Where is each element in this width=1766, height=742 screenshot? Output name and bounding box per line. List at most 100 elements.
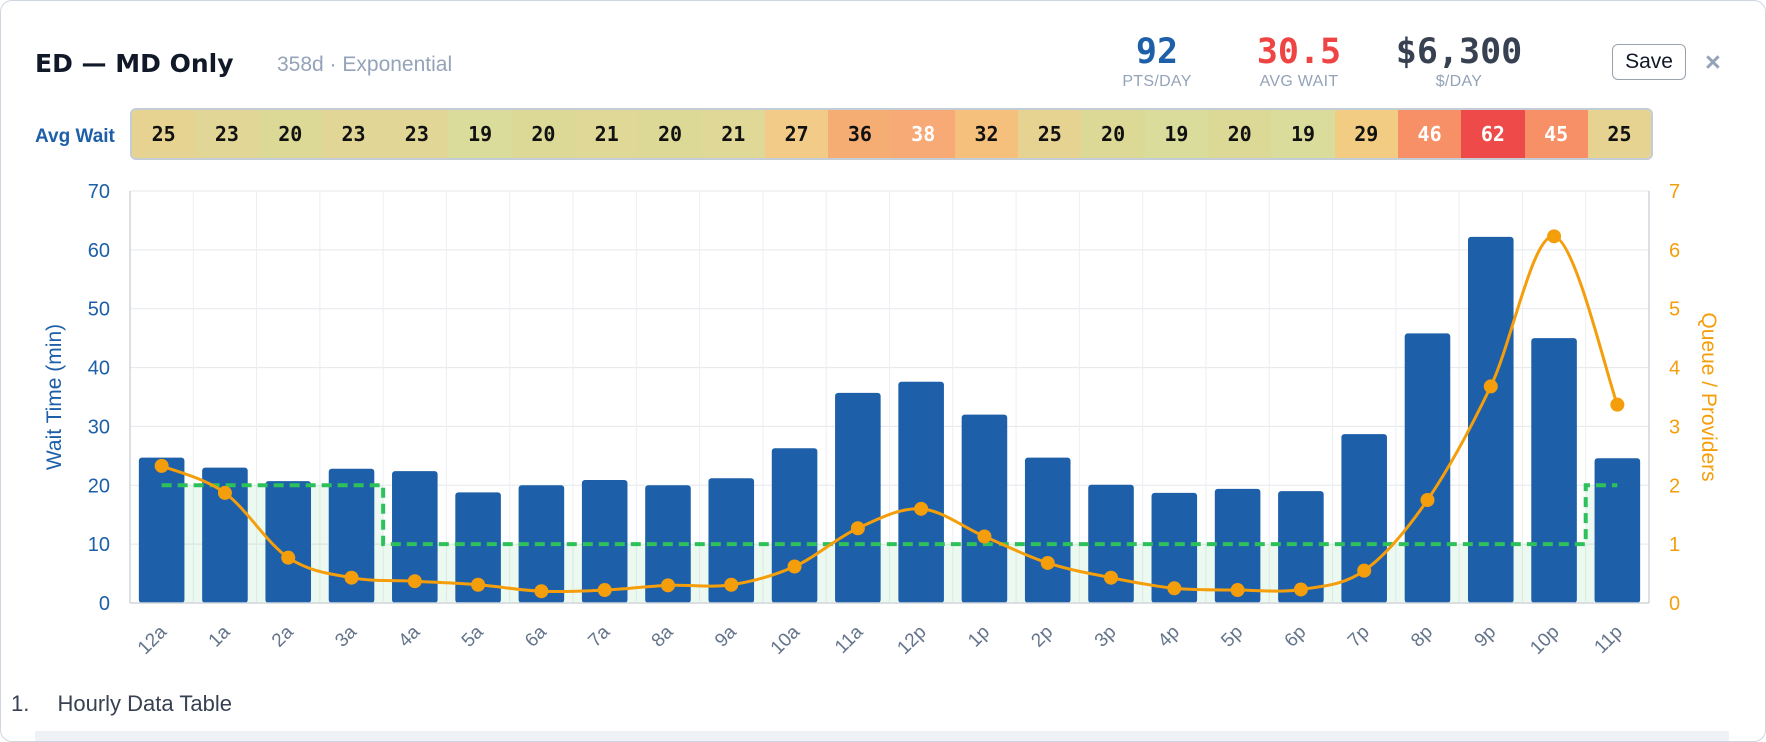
x-tick-label: 2p bbox=[1027, 622, 1057, 652]
queue-point bbox=[281, 550, 296, 565]
x-tick-label: 4a bbox=[395, 621, 425, 651]
x-tick-label: 6p bbox=[1281, 622, 1311, 652]
heatmap-cell: 25 bbox=[1587, 110, 1651, 158]
x-tick-label: 11p bbox=[1591, 622, 1627, 658]
heatmap-cell: 20 bbox=[638, 110, 702, 158]
x-tick-label: 8a bbox=[648, 621, 678, 651]
x-tick-label: 10a bbox=[767, 621, 805, 659]
wait-bar bbox=[1024, 457, 1071, 603]
heatmap-cell: 46 bbox=[1397, 110, 1462, 158]
heatmap-cell: 21 bbox=[575, 110, 639, 158]
queue-point bbox=[597, 583, 612, 598]
x-tick-label: 1a bbox=[205, 621, 235, 651]
x-tick-label: 7p bbox=[1344, 622, 1374, 652]
kpi-value: 92 bbox=[1135, 32, 1179, 72]
y-tick-label: 70 bbox=[88, 181, 110, 203]
x-tick-label: 12a bbox=[134, 621, 172, 659]
x-tick-label: 6a bbox=[521, 621, 551, 651]
heatmap-cell: 23 bbox=[385, 110, 449, 158]
wait-bar bbox=[1594, 458, 1641, 603]
heatmap-cell: 36 bbox=[828, 110, 892, 158]
avg-wait-heatmap: 25 23 20 23 23 19 20 21 20 21 27 36 38 32 25 20 19 20 19 29… bbox=[130, 108, 1653, 160]
heatmap-cell: 23 bbox=[321, 110, 386, 158]
y-tick-label: 60 bbox=[88, 240, 110, 262]
kpi-pts-per-day: 92 PTS/DAY bbox=[1113, 33, 1201, 91]
wait-bar bbox=[1341, 434, 1387, 603]
queue-point bbox=[724, 577, 739, 592]
kpi-value: $6,300 bbox=[1395, 32, 1523, 72]
heatmap-cell: 21 bbox=[701, 110, 765, 158]
x-tick-label: 11a bbox=[831, 621, 868, 658]
y-tick-label: 40 bbox=[88, 358, 110, 380]
x-tick-label: 1p bbox=[964, 622, 994, 652]
heatmap-cell: 23 bbox=[195, 110, 259, 158]
kpi-label: $/DAY bbox=[1435, 73, 1483, 90]
section-heading: 1. Hourly Data Table bbox=[11, 691, 232, 717]
queue-point bbox=[1230, 583, 1245, 598]
wait-bar bbox=[581, 479, 628, 603]
heatmap-cell: 20 bbox=[1081, 110, 1145, 158]
section-title: Hourly Data Table bbox=[57, 691, 232, 716]
queue-point bbox=[1104, 570, 1119, 585]
x-tick-label: 3a bbox=[331, 621, 361, 651]
y2-tick-label: 3 bbox=[1669, 416, 1680, 438]
wait-bar bbox=[138, 457, 185, 603]
wait-bar bbox=[708, 478, 755, 603]
heatmap-cell: 29 bbox=[1334, 110, 1398, 158]
wait-bar bbox=[1214, 488, 1261, 603]
heatmap-cell: 38 bbox=[891, 110, 955, 158]
queue-point bbox=[1293, 582, 1308, 597]
y2-tick-label: 1 bbox=[1669, 534, 1680, 556]
x-tick-label: 7a bbox=[584, 621, 614, 651]
provider-step bbox=[161, 483, 1618, 547]
save-button[interactable]: Save bbox=[1612, 44, 1686, 80]
heatmap-cell: 62 bbox=[1461, 110, 1525, 158]
x-tick-label: 10p bbox=[1526, 622, 1563, 659]
provider-step-line bbox=[161, 483, 1618, 547]
y-tick-label: 10 bbox=[88, 534, 110, 556]
chart-grid bbox=[129, 190, 1650, 604]
queue-point bbox=[344, 570, 359, 585]
y-axis-title: Wait Time (min) bbox=[43, 324, 66, 470]
y2-tick-label: 2 bbox=[1669, 475, 1680, 497]
wait-bar bbox=[1531, 338, 1577, 603]
heatmap-cell: 27 bbox=[764, 110, 829, 158]
queue-point bbox=[1357, 563, 1372, 578]
wait-bar bbox=[961, 414, 1008, 603]
heatmap-cell: 20 bbox=[511, 110, 576, 158]
heatmap-cell: 25 bbox=[1018, 110, 1082, 158]
x-tick-label: 5a bbox=[458, 621, 488, 651]
heatmap-cell: 20 bbox=[258, 110, 322, 158]
x-tick-label: 2a bbox=[268, 621, 298, 651]
close-icon[interactable]: × bbox=[1705, 47, 1721, 77]
wait-bars bbox=[138, 236, 1641, 603]
kpi-label: AVG WAIT bbox=[1259, 73, 1339, 90]
queue-point bbox=[660, 578, 675, 593]
wait-bar bbox=[1151, 492, 1198, 603]
y2-tick-label: 7 bbox=[1669, 181, 1680, 203]
queue-point bbox=[534, 584, 549, 599]
kpi-value: 30.5 bbox=[1256, 32, 1342, 72]
kpi-label: PTS/DAY bbox=[1122, 73, 1192, 90]
y-tick-label: 30 bbox=[88, 416, 110, 438]
queue-point bbox=[1483, 379, 1498, 394]
wait-bar bbox=[328, 468, 375, 603]
x-tick-label: 12p bbox=[893, 622, 930, 659]
heatmap-cell: 45 bbox=[1524, 110, 1588, 158]
x-tick-label: 4p bbox=[1154, 622, 1184, 652]
queue-point bbox=[154, 458, 169, 473]
queue-point bbox=[1610, 397, 1625, 412]
heatmap-cell: 32 bbox=[954, 110, 1019, 158]
queue-point bbox=[850, 521, 865, 536]
y2-tick-label: 0 bbox=[1669, 593, 1680, 615]
heatmap-cell: 25 bbox=[132, 110, 196, 158]
wait-bar bbox=[455, 492, 501, 603]
wait-bar bbox=[835, 392, 881, 603]
queue-point bbox=[1547, 229, 1562, 244]
section-number: 1. bbox=[11, 691, 30, 716]
wait-bar bbox=[771, 448, 818, 603]
page-subtitle: 358d · Exponential bbox=[277, 53, 453, 76]
y2-tick-label: 4 bbox=[1669, 358, 1680, 380]
wait-bar bbox=[1278, 491, 1324, 603]
y-tick-label: 0 bbox=[99, 593, 110, 615]
